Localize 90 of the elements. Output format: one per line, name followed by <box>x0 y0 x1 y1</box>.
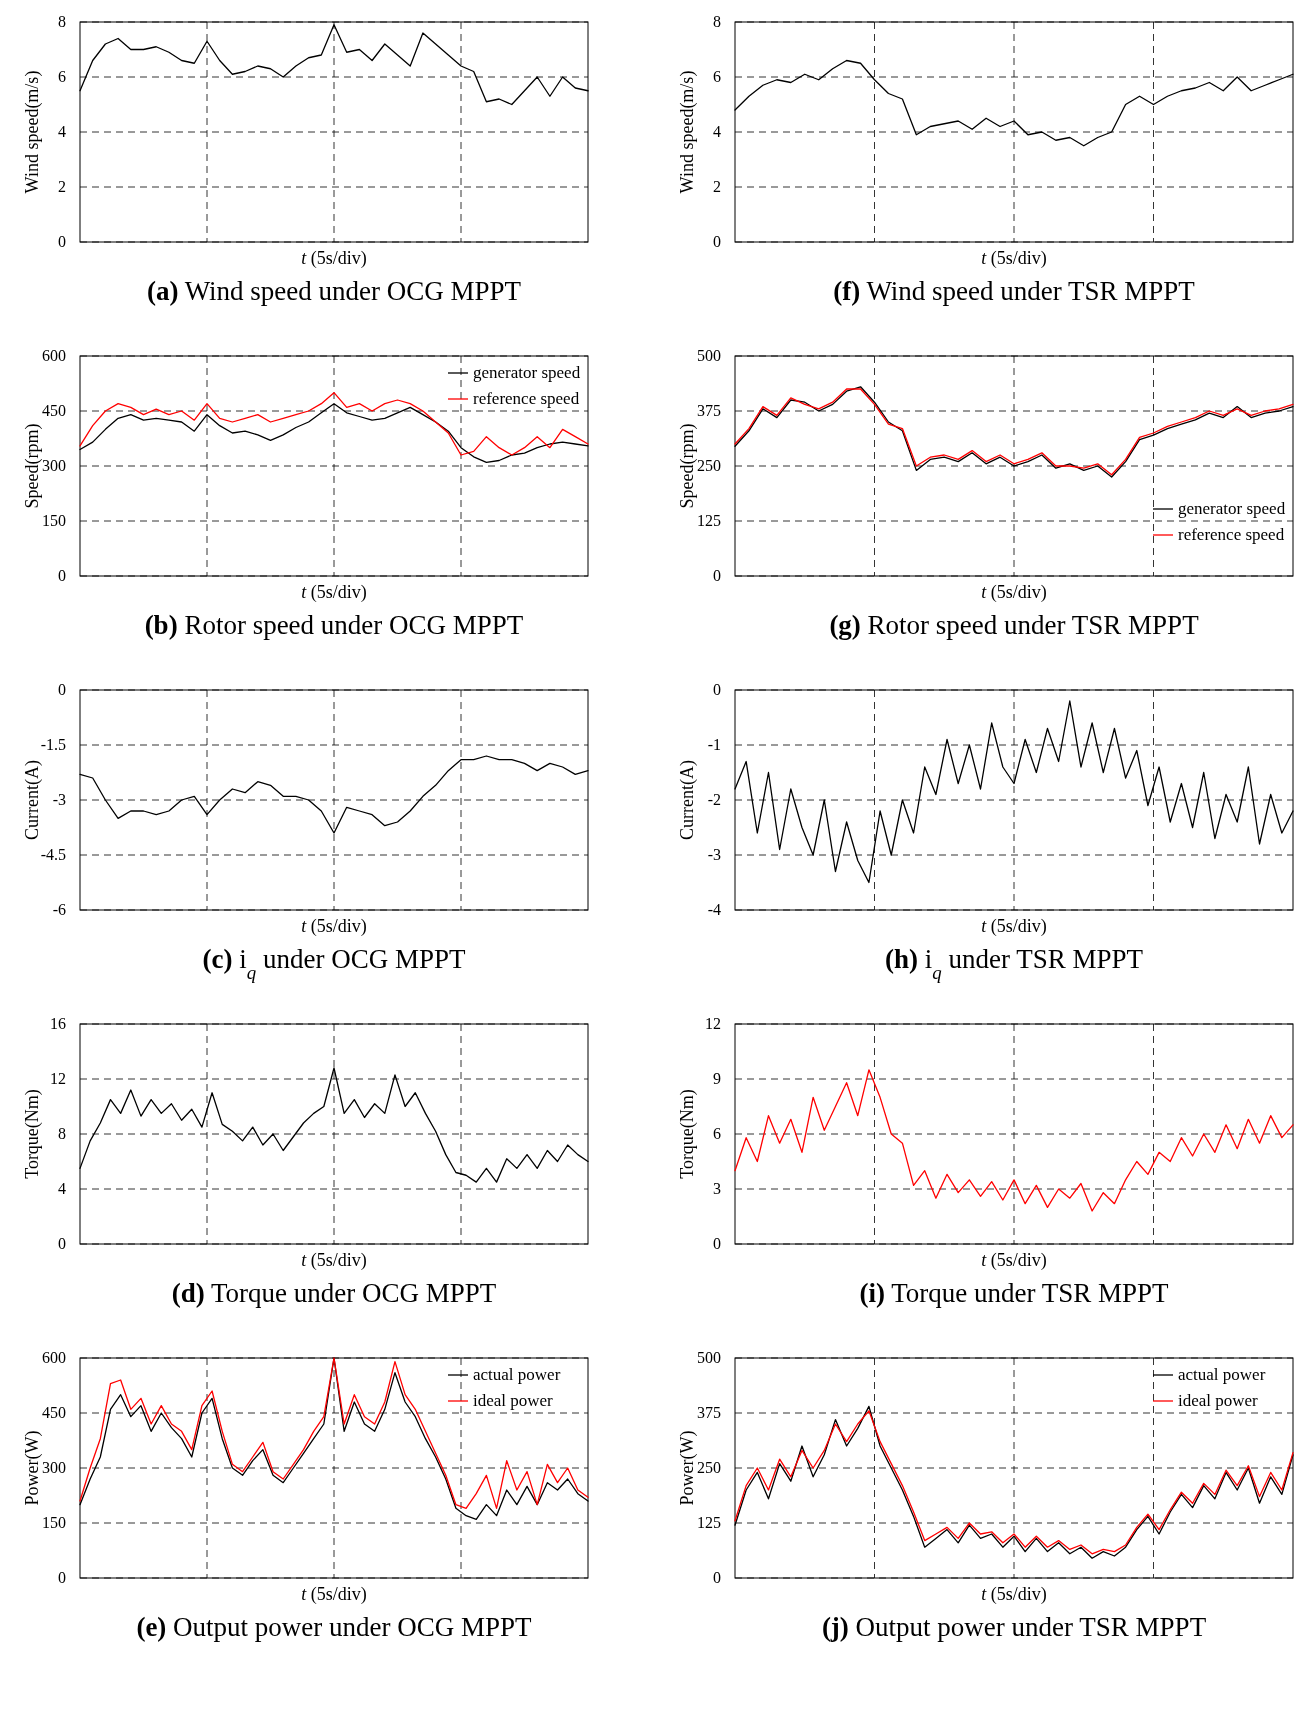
text: (d) Torque under OCG MPPT <box>171 1278 497 1308</box>
y-tick-label: 2 <box>58 178 66 195</box>
y-tick-label: 450 <box>42 402 66 419</box>
y-tick-label: 150 <box>42 512 66 529</box>
x-axis-title: t (5s/div) <box>981 1584 1047 1605</box>
y-tick-label: 2 <box>713 178 721 195</box>
x-axis-title: t (5s/div) <box>981 1250 1047 1271</box>
y-tick-label: 0 <box>713 1569 721 1586</box>
y-tick-label: 0 <box>713 1235 721 1252</box>
x-axis-title: t (5s/div) <box>981 582 1047 603</box>
y-tick-label: 16 <box>50 1015 66 1032</box>
text: (i) Torque under TSR MPPT <box>859 1278 1170 1308</box>
y-tick-label: 150 <box>42 1514 66 1531</box>
line-series <box>734 1069 1294 1212</box>
y-axis-title: Wind speed(m/s) <box>22 70 43 194</box>
y-tick-label: -4 <box>707 901 721 918</box>
y-tick-label: -6 <box>52 901 66 918</box>
y-tick-label: 0 <box>58 1235 66 1252</box>
legend-label: reference speed <box>1178 525 1285 544</box>
y-tick-label: 125 <box>697 1514 721 1531</box>
y-tick-label: -3 <box>707 846 721 863</box>
y-tick-label: 6 <box>713 68 721 85</box>
y-tick-label: 0 <box>713 567 721 584</box>
y-axis-title: Power(W) <box>22 1430 43 1506</box>
legend-label: generator speed <box>473 363 581 382</box>
y-tick-label: 12 <box>50 1070 66 1087</box>
y-tick-label: 125 <box>697 512 721 529</box>
legend-label: actual power <box>473 1365 561 1384</box>
y-tick-label: 600 <box>42 347 66 364</box>
legend-label: generator speed <box>1178 499 1286 518</box>
y-tick-label: 250 <box>697 1459 721 1476</box>
y-tick-label: 300 <box>42 457 66 474</box>
y-tick-label: 375 <box>697 1404 721 1421</box>
y-tick-label: 4 <box>58 1180 66 1197</box>
y-tick-label: -4.5 <box>40 846 66 863</box>
y-tick-label: 0 <box>58 233 66 250</box>
y-tick-label: -3 <box>52 791 66 808</box>
y-axis-title: Speed(rpm) <box>22 423 43 509</box>
x-axis-title: t (5s/div) <box>301 916 367 937</box>
y-axis-title: Speed(rpm) <box>677 423 698 509</box>
y-axis-title: Torque(Nm) <box>677 1089 698 1179</box>
y-tick-label: 4 <box>713 123 721 140</box>
text: (e) Output power under OCG MPPT <box>136 1612 533 1642</box>
x-axis-title: t (5s/div) <box>981 916 1047 937</box>
text: (f) Wind speed under TSR MPPT <box>833 276 1196 306</box>
y-tick-label: 0 <box>713 233 721 250</box>
text: (b) Rotor speed under OCG MPPT <box>144 610 524 640</box>
y-axis-title: Current(A) <box>22 760 43 840</box>
y-tick-label: 8 <box>58 1125 66 1142</box>
legend-label: ideal power <box>1178 1391 1259 1410</box>
y-tick-label: 12 <box>705 1015 721 1032</box>
x-axis-title: t (5s/div) <box>301 1250 367 1271</box>
y-tick-label: 300 <box>42 1459 66 1476</box>
y-tick-label: 6 <box>58 68 66 85</box>
y-tick-label: 0 <box>713 681 721 698</box>
y-tick-label: 0 <box>58 681 66 698</box>
y-axis-title: Current(A) <box>677 760 698 840</box>
y-tick-label: 250 <box>697 457 721 474</box>
line-series <box>79 392 589 456</box>
text: (g) Rotor speed under TSR MPPT <box>829 610 1200 640</box>
text: (h) i$_{q}$ under TSR MPPT <box>884 944 1144 983</box>
y-tick-label: 8 <box>58 13 66 30</box>
y-tick-label: -1 <box>707 736 721 753</box>
y-tick-label: 600 <box>42 1349 66 1366</box>
y-tick-label: 500 <box>697 347 721 364</box>
text: (a) Wind speed under OCG MPPT <box>146 276 522 306</box>
y-axis-title: Wind speed(m/s) <box>677 70 698 194</box>
text: (c) i$_{q}$ under OCG MPPT <box>202 944 466 983</box>
y-axis-title: Power(W) <box>677 1430 698 1506</box>
y-tick-label: 0 <box>58 1569 66 1586</box>
y-tick-label: -1.5 <box>40 736 66 753</box>
y-tick-label: -2 <box>707 791 721 808</box>
text: (j) Output power under TSR MPPT <box>821 1612 1207 1642</box>
y-tick-label: 8 <box>713 13 721 30</box>
legend-label: ideal power <box>473 1391 554 1410</box>
y-axis-title: Torque(Nm) <box>22 1089 43 1179</box>
y-tick-label: 375 <box>697 402 721 419</box>
legend-label: actual power <box>1178 1365 1266 1384</box>
x-axis-title: t (5s/div) <box>981 248 1047 269</box>
y-tick-label: 0 <box>58 567 66 584</box>
y-tick-label: 4 <box>58 123 66 140</box>
y-tick-label: 9 <box>713 1070 721 1087</box>
x-axis-title: t (5s/div) <box>301 1584 367 1605</box>
y-tick-label: 450 <box>42 1404 66 1421</box>
y-tick-label: 500 <box>697 1349 721 1366</box>
y-tick-label: 3 <box>713 1180 721 1197</box>
y-tick-label: 6 <box>713 1125 721 1142</box>
x-axis-title: t (5s/div) <box>301 248 367 269</box>
legend-label: reference speed <box>473 389 580 408</box>
x-axis-title: t (5s/div) <box>301 582 367 603</box>
